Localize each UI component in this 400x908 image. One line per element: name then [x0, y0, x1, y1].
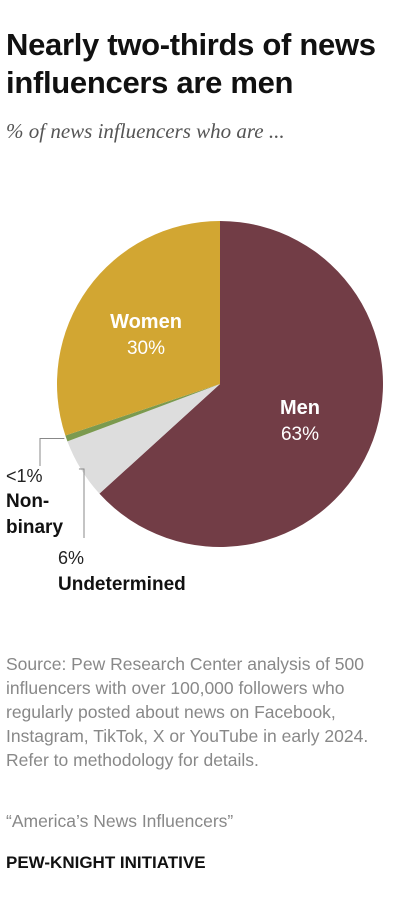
leader-line-non-binary	[39, 437, 65, 466]
slice-label-non-binary-line1: Non-	[6, 491, 49, 512]
publication-reference: “America’s News Influencers”	[6, 811, 234, 831]
slice-value-women: 30%	[127, 338, 165, 359]
source-note: Source: Pew Research Center analysis of …	[6, 654, 369, 770]
chart-title: Nearly two-thirds of news influencers ar…	[6, 27, 376, 100]
slice-label-undetermined: Undetermined	[58, 574, 186, 595]
slice-label-non-binary-line2: binary	[6, 517, 63, 538]
slice-label-women: Women	[110, 311, 182, 333]
chart-subtitle: % of news influencers who are ...	[6, 119, 285, 143]
slice-value-non-binary: <1%	[6, 466, 43, 486]
slice-value-men: 63%	[281, 424, 319, 445]
pie-slice-non-binary	[65, 384, 220, 442]
slice-label-men: Men	[280, 397, 320, 419]
pie-chart: Men 63% Women 30% <1% Non-binary 6% Undetermine…	[6, 221, 383, 595]
leader-line-undetermined	[78, 468, 85, 538]
brand-logo-text: PEW-KNIGHT INITIATIVE	[6, 853, 206, 872]
pie-slice-women	[56, 221, 221, 436]
pie-slice-men	[99, 221, 383, 547]
pie-slice-undetermined	[67, 384, 220, 494]
slice-value-undetermined: 6%	[58, 548, 84, 568]
